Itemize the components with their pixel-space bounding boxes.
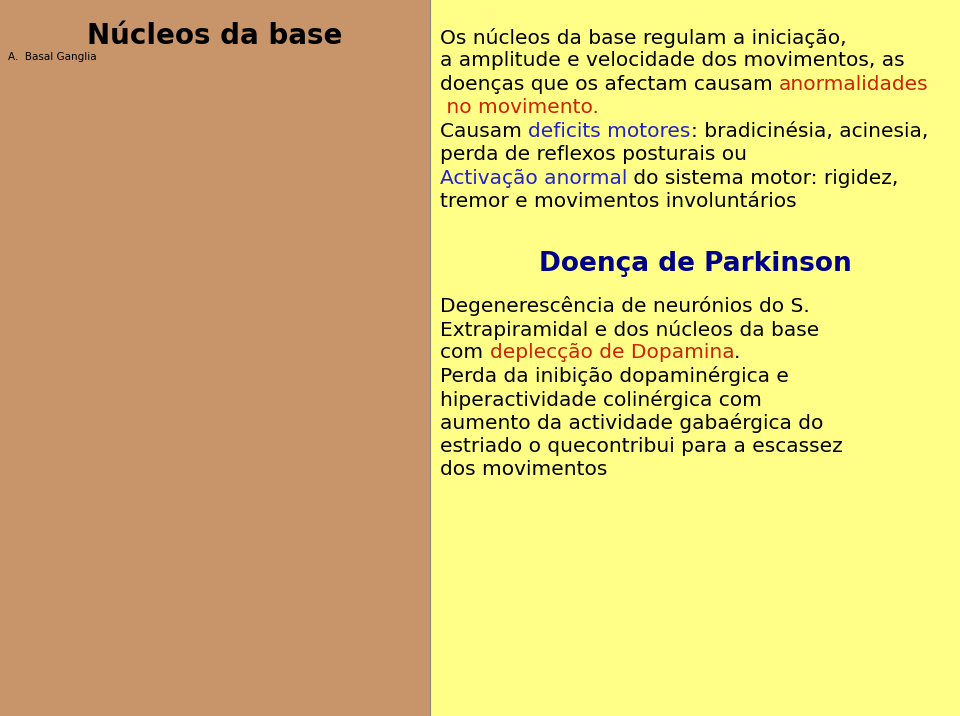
Text: Degenerescência de neurónios do S.: Degenerescência de neurónios do S. (440, 296, 810, 316)
Text: Extrapiramidal e dos núcleos da base: Extrapiramidal e dos núcleos da base (440, 319, 819, 339)
Text: Causam: Causam (440, 122, 528, 141)
Text: no movimento.: no movimento. (440, 99, 599, 117)
Text: perda de reflexos posturais ou: perda de reflexos posturais ou (440, 145, 747, 165)
Text: .: . (734, 343, 740, 362)
Text: dos movimentos: dos movimentos (440, 460, 608, 480)
Text: Activação anormal: Activação anormal (440, 169, 628, 188)
Text: Núcleos da base: Núcleos da base (87, 22, 343, 50)
Text: Perda da inibição dopaminérgica e: Perda da inibição dopaminérgica e (440, 367, 789, 387)
Text: A.  Basal Ganglia: A. Basal Ganglia (8, 52, 97, 62)
Text: anormalidades: anormalidades (780, 75, 929, 94)
Text: hiperactividade colinérgica com: hiperactividade colinérgica com (440, 390, 762, 410)
Text: Doença de Parkinson: Doença de Parkinson (539, 251, 852, 277)
Text: doenças que os afectam causam: doenças que os afectam causam (440, 75, 780, 94)
Text: estriado o quecontribui para a escassez: estriado o quecontribui para a escassez (440, 437, 843, 456)
Text: do sistema motor: rigidez,: do sistema motor: rigidez, (628, 169, 899, 188)
Bar (430, 0, 960, 716)
Text: deplecção de Dopamina: deplecção de Dopamina (490, 343, 734, 362)
Text: tremor e movimentos involuntários: tremor e movimentos involuntários (440, 193, 797, 211)
Text: a amplitude e velocidade dos movimentos, as: a amplitude e velocidade dos movimentos,… (440, 52, 904, 70)
Text: com: com (440, 343, 490, 362)
Text: : bradicinésia, acinesia,: : bradicinésia, acinesia, (690, 122, 928, 141)
Bar (0, 0, 430, 716)
Text: aumento da actividade gabaérgica do: aumento da actividade gabaérgica do (440, 413, 824, 433)
Text: deficits motores: deficits motores (528, 122, 690, 141)
Text: Os núcleos da base regulam a iniciação,: Os núcleos da base regulam a iniciação, (440, 28, 847, 48)
